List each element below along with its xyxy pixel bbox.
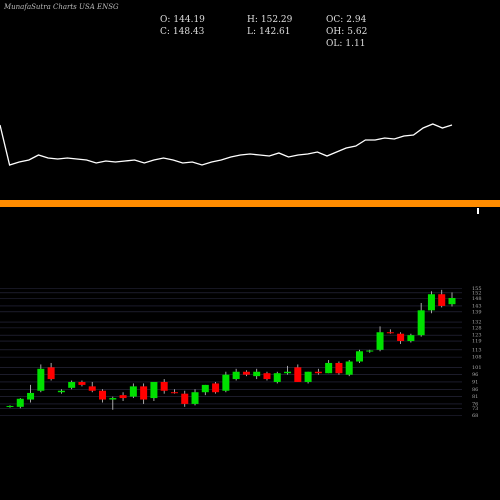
y-tick-label: 108 bbox=[472, 355, 482, 361]
ohlc-item: H: 152.29 bbox=[247, 15, 293, 25]
ohlc-value: 1.11 bbox=[345, 39, 365, 49]
y-tick-label: 143 bbox=[472, 303, 482, 309]
candle-body bbox=[427, 294, 435, 311]
y-tick-label: 86 bbox=[472, 387, 478, 393]
candle-body bbox=[47, 367, 55, 380]
candle-body bbox=[304, 371, 312, 382]
y-tick-label: 73 bbox=[472, 406, 478, 412]
candle-body bbox=[417, 310, 425, 336]
candle-body bbox=[129, 386, 137, 397]
ohlc-value: 144.19 bbox=[173, 15, 205, 25]
y-tick-label: 68 bbox=[472, 413, 478, 419]
candle-body bbox=[119, 395, 127, 399]
ohlc-label: OL: bbox=[326, 39, 342, 49]
candle-body bbox=[150, 381, 158, 399]
candle-body bbox=[438, 294, 446, 306]
y-tick-label: 96 bbox=[472, 372, 478, 378]
candle-body bbox=[109, 398, 117, 400]
candle-body bbox=[284, 371, 292, 374]
ohlc-item: L: 142.61 bbox=[247, 27, 291, 37]
candle-body bbox=[170, 392, 178, 394]
candle-body bbox=[232, 371, 240, 380]
candle-body bbox=[160, 381, 168, 391]
candle-body bbox=[294, 367, 302, 382]
candle-body bbox=[140, 386, 148, 400]
y-tick-label: 91 bbox=[472, 379, 478, 385]
candle-body bbox=[88, 386, 96, 391]
y-tick-label: 123 bbox=[472, 333, 482, 339]
y-tick-label: 81 bbox=[472, 394, 478, 400]
ohlc-label: O: bbox=[160, 15, 170, 25]
candle-body bbox=[273, 373, 281, 382]
candle-body bbox=[397, 333, 405, 342]
y-tick-label: 76 bbox=[472, 401, 478, 407]
ohlc-item: O: 144.19 bbox=[160, 15, 205, 25]
separator-band bbox=[0, 200, 500, 207]
y-tick-label: 101 bbox=[472, 365, 482, 371]
ohlc-label: L: bbox=[247, 27, 256, 37]
candle-body bbox=[191, 392, 199, 404]
candle-body bbox=[386, 332, 394, 334]
marker bbox=[477, 208, 479, 214]
candle-body bbox=[99, 390, 107, 400]
candle-body bbox=[68, 381, 76, 388]
candle-body bbox=[242, 371, 250, 375]
candle-body bbox=[263, 373, 271, 380]
y-tick-label: 132 bbox=[472, 320, 482, 326]
candle-body bbox=[212, 383, 220, 393]
candle-body bbox=[16, 398, 24, 407]
y-tick-label: 152 bbox=[472, 290, 482, 296]
ohlc-value: 148.43 bbox=[173, 27, 205, 37]
ohlc-label: C: bbox=[160, 27, 170, 37]
candle-body bbox=[201, 384, 209, 393]
y-tick-label: 113 bbox=[472, 347, 482, 353]
candle-body bbox=[181, 393, 189, 404]
ohlc-value: 152.29 bbox=[261, 15, 293, 25]
ohlc-label: OC: bbox=[326, 15, 343, 25]
y-tick-label: 128 bbox=[472, 325, 482, 331]
candle-body bbox=[78, 381, 86, 385]
candle-body bbox=[448, 297, 456, 305]
ohlc-item: OH: 5.62 bbox=[326, 27, 367, 37]
candle-body bbox=[37, 368, 45, 391]
ohlc-value: 142.61 bbox=[259, 27, 291, 37]
ohlc-item: C: 148.43 bbox=[160, 27, 205, 37]
ohlc-value: 5.62 bbox=[347, 27, 367, 37]
ohlc-value: 2.94 bbox=[346, 15, 366, 25]
candle-body bbox=[57, 390, 65, 393]
candle-body bbox=[345, 361, 353, 375]
candle-body bbox=[407, 335, 415, 342]
candle-body bbox=[6, 405, 14, 407]
candle-body bbox=[27, 392, 35, 400]
candle-body bbox=[366, 350, 374, 352]
ohlc-item: OL: 1.11 bbox=[326, 39, 365, 49]
candle-body bbox=[314, 371, 322, 374]
candle-body bbox=[325, 362, 333, 374]
ohlc-label: OH: bbox=[326, 27, 344, 37]
candle-body bbox=[253, 371, 261, 377]
price-line bbox=[0, 123, 453, 166]
y-tick-label: 148 bbox=[472, 296, 482, 302]
y-tick-label: 119 bbox=[472, 339, 482, 345]
candle-body bbox=[376, 332, 384, 350]
ohlc-item: OC: 2.94 bbox=[326, 15, 367, 25]
y-tick-label: 155 bbox=[472, 286, 482, 292]
chart-title: MunafaSutra Charts USA ENSG bbox=[3, 3, 119, 11]
candle-body bbox=[335, 362, 343, 374]
y-tick-label: 139 bbox=[472, 309, 482, 315]
candle-body bbox=[355, 351, 363, 362]
ohlc-label: H: bbox=[247, 15, 258, 25]
candle-body bbox=[222, 374, 230, 391]
